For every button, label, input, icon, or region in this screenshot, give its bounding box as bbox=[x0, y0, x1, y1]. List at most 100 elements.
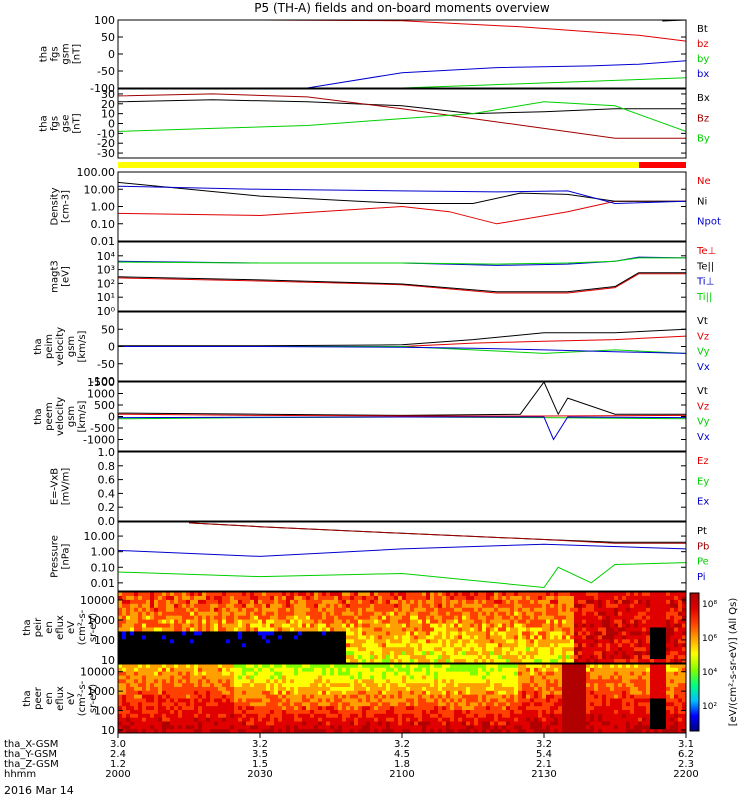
ylabel-line: eV bbox=[66, 621, 77, 634]
ylabel-line: tha bbox=[33, 338, 44, 354]
ytick-label: 0 bbox=[108, 48, 115, 61]
lines-5 bbox=[118, 382, 686, 441]
legend-Vz: Vz bbox=[697, 401, 709, 412]
legend-Vt: Vt bbox=[697, 316, 708, 327]
ylabel-line: sr-eV) bbox=[88, 684, 99, 713]
series-3-2 bbox=[118, 256, 686, 266]
ylabel-line: gsm bbox=[66, 406, 77, 427]
ytick-label: 10 bbox=[101, 108, 115, 121]
orbit-value: 4.5 bbox=[394, 749, 410, 760]
orbit-row-label: tha_Y-GSM bbox=[4, 749, 57, 760]
ytick-label: 10.00 bbox=[84, 183, 116, 196]
ytick-label: 50 bbox=[101, 323, 115, 336]
ylabel-line: E=-VxB bbox=[50, 468, 61, 505]
orbit-value: 3.0 bbox=[110, 739, 126, 750]
ylabel-line: [nT] bbox=[72, 44, 83, 64]
ylabel-line: [mV/m] bbox=[61, 468, 72, 506]
ylabel-line: peem bbox=[44, 402, 55, 430]
ytick-label: -10 bbox=[97, 127, 115, 140]
figure-title: P5 (TH-A) fields and on-board moments ov… bbox=[254, 1, 550, 15]
ytick-label: 10000 bbox=[80, 594, 115, 607]
series-3-3 bbox=[118, 257, 686, 265]
ylabel-line: magt3 bbox=[50, 260, 61, 293]
ylabel-line: tha bbox=[33, 408, 44, 424]
ylabel-line: gse bbox=[61, 115, 72, 133]
ytick-label: 0.0 bbox=[98, 515, 116, 528]
ytick-label: -500 bbox=[90, 422, 115, 435]
colorbar-label: [eV/(cm²-s-sr-eV)] (All Qs) bbox=[728, 598, 739, 727]
ytick-label: 0.01 bbox=[91, 235, 116, 248]
colorbar-tick: 10² bbox=[702, 702, 717, 712]
ytick-label: -20 bbox=[97, 137, 115, 150]
panel-9: 10000100010010thapeerenefluxeV(cm²-s-sr-… bbox=[22, 663, 687, 737]
ytick-label: 10.00 bbox=[84, 530, 116, 543]
legend-bz: bz bbox=[697, 39, 709, 50]
ytick-label: 0 bbox=[108, 118, 115, 131]
panel-frame bbox=[117, 521, 687, 592]
legend-Ti||: Ti|| bbox=[696, 292, 712, 303]
series-4-3 bbox=[118, 346, 686, 354]
legend-Pe: Pe bbox=[697, 557, 709, 568]
orbit-value: 3.2 bbox=[252, 739, 268, 750]
ylabel-line: Pressure bbox=[50, 535, 61, 578]
ylabel-line: peer bbox=[33, 686, 44, 710]
ylabel-line: eflux bbox=[55, 615, 66, 640]
ylabel-line: [nPa] bbox=[61, 543, 72, 569]
panel-2: 100.00 10.00 1.00 0.10 0.01 Density[cm-3] Ne Ni… bbox=[50, 166, 721, 248]
orbit-value: 1.2 bbox=[110, 759, 126, 770]
ylabel-line: [km/s] bbox=[77, 330, 88, 362]
ylabel-line: fgs bbox=[50, 46, 61, 61]
ytick-label: 1.0 bbox=[98, 446, 116, 459]
ytick-label: 10 bbox=[101, 724, 115, 737]
ylabel-line: velocity bbox=[55, 397, 66, 436]
ytick-label: 1000 bbox=[87, 388, 115, 401]
ylabel-line: gsm bbox=[61, 43, 72, 64]
ytick-label: 100 bbox=[94, 705, 115, 718]
orbit-value: 3.2 bbox=[536, 739, 552, 750]
legend-Ex: Ex bbox=[697, 497, 709, 508]
orbit-value: 2.4 bbox=[110, 749, 126, 760]
colorbar-gradient bbox=[689, 592, 700, 732]
ylabel-line: [km/s] bbox=[77, 400, 88, 432]
ytick-label: 0.8 bbox=[98, 460, 116, 473]
ytick-label: 100 bbox=[94, 634, 115, 647]
colorbar-tick: 10⁴ bbox=[702, 668, 717, 678]
ylabel-line: (cm²-s- bbox=[77, 609, 88, 645]
ylabel-line: [nT] bbox=[72, 113, 83, 133]
lines-0 bbox=[118, 20, 686, 88]
ylabel-line: sr-eV) bbox=[88, 613, 99, 642]
legend-By: By bbox=[697, 134, 710, 145]
ytick-label: 1500 bbox=[87, 376, 115, 389]
series-5-1 bbox=[118, 413, 686, 417]
ylabel-line: tha bbox=[39, 115, 50, 131]
ylabel: Density[cm-3] bbox=[50, 187, 72, 225]
orbit-value: 2130 bbox=[531, 769, 556, 780]
legend-by: by bbox=[697, 54, 709, 65]
ytick-label: 10⁰ bbox=[97, 305, 116, 318]
ylabel-line: (cm²-s- bbox=[77, 680, 88, 716]
panel-6: 1.00.80.60.40.20.0 E=-VxB[mV/m] Ez Ey Ex bbox=[50, 446, 710, 528]
status-bar-red bbox=[639, 162, 686, 168]
series-0-1 bbox=[118, 20, 686, 42]
orbit-value: 1.5 bbox=[252, 759, 268, 770]
lines-3 bbox=[118, 256, 686, 294]
ylabel-line: Density bbox=[50, 187, 61, 225]
ytick-label: 10³ bbox=[97, 264, 115, 277]
ytick-label: 0 bbox=[108, 411, 115, 424]
panel-7: 10.00 1.00 0.10 0.01 Pressure[nPa] Pt Pb Pe Pi bbox=[50, 521, 709, 592]
ylabel: magt3[eV] bbox=[50, 260, 72, 293]
panel-5: 150010005000-500-1000thapeemvelocitygsm[… bbox=[33, 376, 710, 452]
ylabel-line: fgs bbox=[50, 116, 61, 131]
legend-Bx: Bx bbox=[697, 93, 710, 104]
ytick-label: 0.10 bbox=[91, 561, 116, 574]
ylabel: thapeimvelocitygsm[km/s] bbox=[33, 327, 88, 366]
ytick-label: -50 bbox=[97, 65, 115, 78]
spectrogram-9 bbox=[118, 664, 686, 733]
legend-Pt: Pt bbox=[697, 526, 707, 537]
series-3-0 bbox=[118, 273, 686, 294]
legend-Vy: Vy bbox=[697, 347, 710, 358]
legend-Vy: Vy bbox=[697, 417, 710, 428]
legend-Vx: Vx bbox=[697, 432, 710, 443]
legend-Pb: Pb bbox=[697, 541, 709, 552]
series-1-1 bbox=[118, 93, 686, 139]
